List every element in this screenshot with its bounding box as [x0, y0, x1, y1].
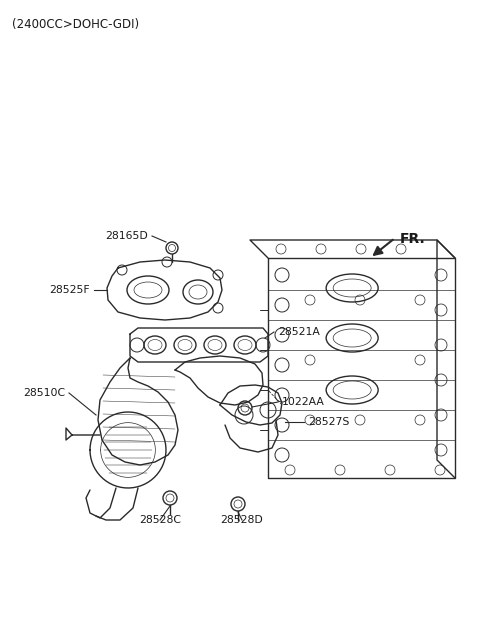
- Text: (2400CC>DOHC-GDI): (2400CC>DOHC-GDI): [12, 18, 139, 31]
- Text: 28165D: 28165D: [105, 231, 148, 241]
- Text: 28525F: 28525F: [49, 285, 90, 295]
- Text: 28527S: 28527S: [308, 417, 349, 427]
- Text: 1022AA: 1022AA: [282, 397, 325, 407]
- Text: 28528C: 28528C: [139, 515, 181, 525]
- Text: FR.: FR.: [400, 232, 426, 246]
- Text: 28521A: 28521A: [278, 327, 320, 337]
- Text: 28528D: 28528D: [221, 515, 264, 525]
- Text: 28510C: 28510C: [23, 388, 65, 398]
